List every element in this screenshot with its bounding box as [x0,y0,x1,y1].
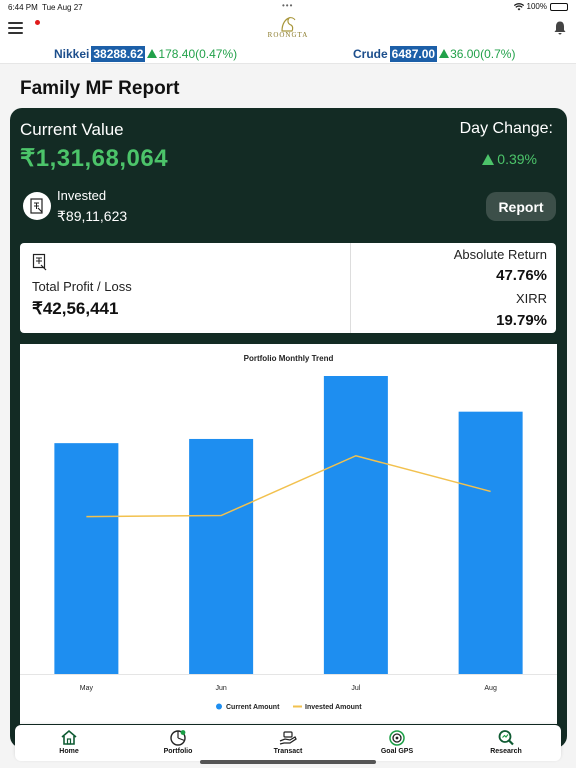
absolute-return-label: Absolute Return [453,247,547,262]
profit-loss-panel: Total Profit / Loss ₹42,56,441 Absolute … [20,243,556,333]
current-value: ₹1,31,68,064 [20,145,169,172]
battery-icon [550,2,568,11]
page-title: Family MF Report [20,78,180,99]
xirr-label: XIRR [515,291,547,306]
day-change-value: 0.39% [497,151,537,167]
invested-icon [23,192,51,220]
up-arrow-icon [482,153,495,165]
ticker-price: 6487.00 [389,46,438,62]
profit-icon [32,253,47,271]
ticker-change: 36.00(0.7%) [439,47,515,61]
ticker-change-text: 36.00(0.7%) [450,47,516,61]
nav-label: Goal GPS [380,748,414,755]
monthly-trend-chart: Portfolio Monthly Trend May Jun Jul Aug Curre… [20,344,557,724]
home-icon [61,729,77,745]
ticker-change: 178.40(0.47%) [147,47,237,61]
bottom-navigation: Home Portfolio Transact Goal GPS Researc… [15,725,561,761]
multitask-dots-icon[interactable]: ••• [282,1,294,10]
ticker-name: Nikkei [54,47,90,61]
wifi-icon [513,2,524,10]
invested-label: Invested [57,188,107,203]
nav-label: Research [490,748,522,755]
nav-portfolio[interactable]: Portfolio [143,729,213,755]
hand-coin-icon [279,731,297,745]
chart-bar[interactable] [458,411,523,674]
battery-percent: 100% [526,2,547,11]
ticker-price: 38288.62 [91,46,146,62]
status-bar: 6:44 PM Tue Aug 27 ••• 100% [0,0,576,14]
logo-emblem-icon [281,16,296,32]
legend-label: Current Amount [226,704,280,711]
invested-line [86,454,491,518]
legend-label: Invested Amount [305,704,362,711]
status-right: 100% [513,2,568,11]
magnifier-icon [498,730,514,746]
ticker-name: Crude [353,47,388,61]
nav-goal-gps[interactable]: Goal GPS [362,729,432,755]
chart-svg: Portfolio Monthly Trend May Jun Jul Aug Curre… [20,354,557,711]
nav-label: Portfolio [163,748,193,755]
invested-value: ₹89,11,623 [57,208,128,224]
status-date: Tue Aug 27 [42,3,83,12]
home-indicator [200,760,376,764]
app-logo: ROONGTA [262,14,314,44]
absolute-return-value: 47.76% [496,267,547,284]
app-header: ROONGTA [0,14,576,44]
legend-marker-current [216,703,222,710]
status-time: 6:44 PM [8,3,38,12]
pie-chart-icon [170,730,186,746]
chart-bar[interactable] [189,438,254,674]
report-button[interactable]: Report [486,192,556,221]
x-tick-label: Aug [484,685,497,692]
chart-bar[interactable] [54,443,119,674]
day-change: 0.39% [482,151,537,167]
up-arrow-icon [439,49,450,58]
day-change-label: Day Change: [459,120,553,137]
target-icon [389,730,405,746]
xirr-value: 19.79% [496,312,547,329]
ticker-change-text: 178.40(0.47%) [158,47,238,61]
nav-label: Transact [273,748,303,755]
ticker-item[interactable]: Nikkei 38288.62 178.40(0.47%) [54,46,237,62]
nav-label: Home [59,748,79,755]
total-profit-loss-label: Total Profit / Loss [32,279,132,294]
notification-dot [35,20,40,25]
logo-text: ROONGTA [267,31,309,39]
returns-section: Absolute Return 47.76% XIRR 19.79% [351,243,547,333]
profit-loss-section: Total Profit / Loss ₹42,56,441 [20,243,351,333]
ticker-item[interactable]: Crude 6487.00 36.00(0.7%) [353,46,515,62]
market-ticker: Nikkei 38288.62 178.40(0.47%) Crude 6487… [0,44,576,64]
chart-title: Portfolio Monthly Trend [244,354,334,363]
x-tick-label: May [80,685,94,692]
portfolio-summary-card: Current Value ₹1,31,68,064 Day Change: 0… [10,108,567,748]
nav-home[interactable]: Home [34,729,104,755]
nav-research[interactable]: Research [471,729,541,755]
x-tick-label: Jul [351,685,360,692]
nav-transact[interactable]: Transact [253,729,323,755]
menu-icon[interactable] [8,22,23,34]
money-bag-icon [30,198,43,214]
current-value-label: Current Value [20,120,124,139]
chart-bar[interactable] [323,376,388,674]
bell-icon[interactable] [553,20,567,36]
total-profit-loss-value: ₹42,56,441 [32,299,119,318]
up-arrow-icon [147,49,158,58]
x-tick-label: Jun [215,685,226,692]
